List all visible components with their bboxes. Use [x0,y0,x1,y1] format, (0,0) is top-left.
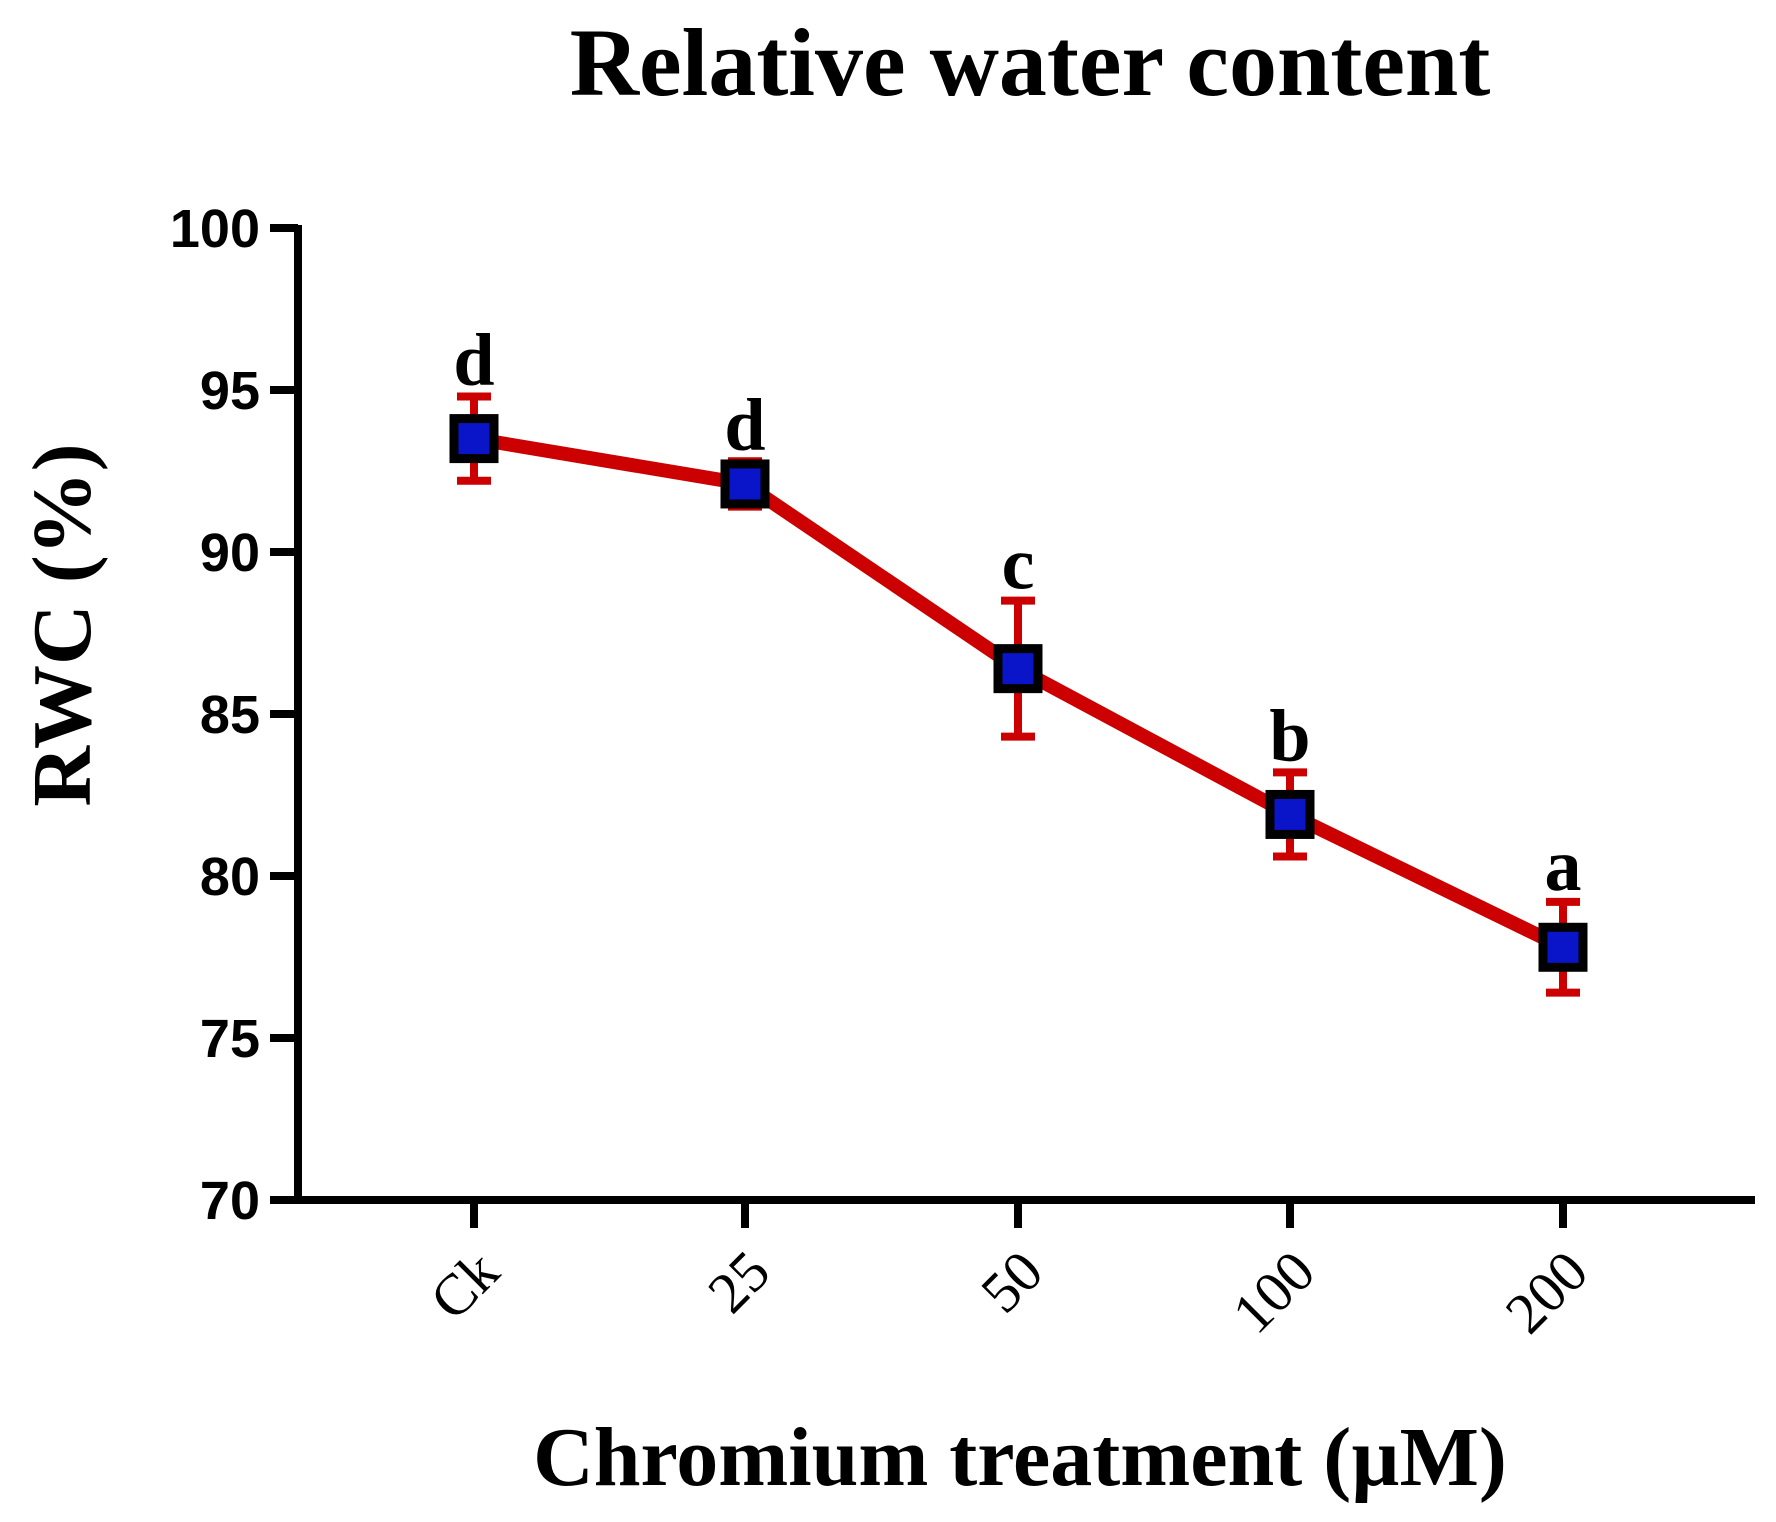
y-tick-label-95: 95 [200,361,260,421]
x-axis-label: Chromium treatment (µM) [533,1411,1507,1504]
data-point-25 [720,459,770,509]
y-tick-label-90: 90 [200,523,260,583]
significance-label-200: a [1545,825,1582,907]
chart-title: Relative water content [570,9,1491,116]
y-tick-label-85: 85 [200,685,260,745]
x-tick-label-50: 50 [968,1238,1055,1325]
significance-label-25: d [724,384,765,466]
y-axis-label: RWC (%) [16,443,109,806]
y-tick-label-80: 80 [200,847,260,907]
x-tick-label-200: 200 [1493,1238,1600,1345]
data-point-200 [1538,922,1588,972]
significance-label-100: b [1269,695,1310,777]
x-tick-label-Ck: Ck [417,1238,511,1332]
significance-label-Ck: d [453,319,494,401]
x-tick-label-100: 100 [1220,1238,1327,1345]
data-series: d d c b a [449,319,1588,997]
y-tick-label-70: 70 [200,1171,260,1231]
x-axis: Ck 25 50 100 200 [294,1196,1755,1346]
x-tick-label-25: 25 [695,1238,782,1325]
y-tick-label-100: 100 [170,199,260,259]
significance-label-50: c [1002,524,1035,606]
data-point-100 [1265,789,1315,839]
y-axis: 70 75 80 85 90 95 100 [170,199,302,1231]
data-point-50 [993,644,1043,694]
data-point-Ck [449,414,499,464]
y-tick-label-75: 75 [200,1009,260,1069]
